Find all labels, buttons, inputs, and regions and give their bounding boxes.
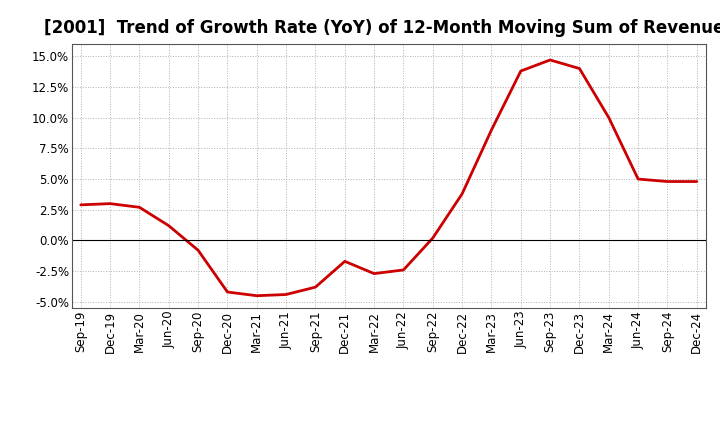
Title: [2001]  Trend of Growth Rate (YoY) of 12-Month Moving Sum of Revenues: [2001] Trend of Growth Rate (YoY) of 12-…: [44, 19, 720, 37]
